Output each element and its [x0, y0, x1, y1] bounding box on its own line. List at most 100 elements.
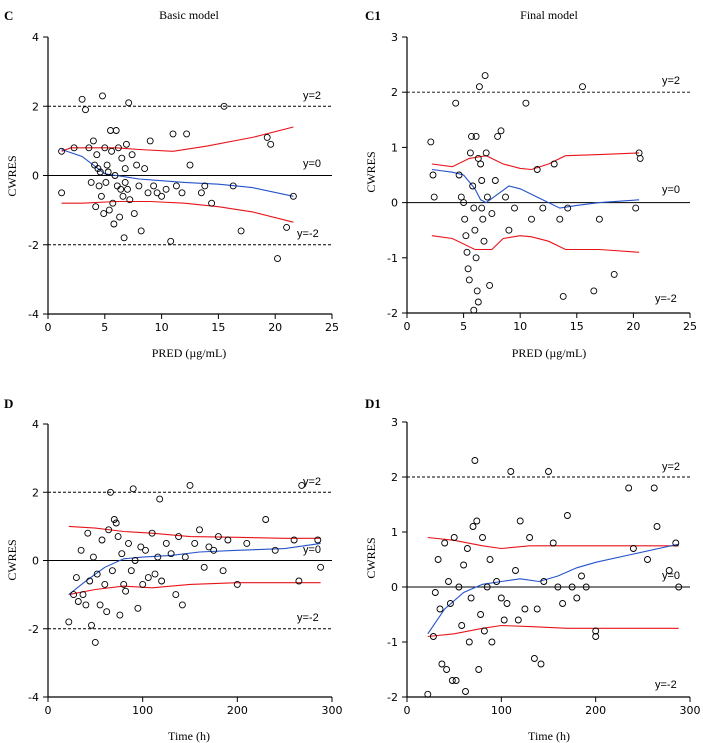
- lower-percentile-line: [61, 200, 294, 223]
- data-point: [96, 168, 104, 176]
- x-tick-label: 0: [404, 320, 411, 333]
- data-point: [99, 92, 106, 100]
- data-point: [479, 534, 486, 541]
- data-point: [550, 160, 558, 168]
- data-point: [89, 137, 97, 145]
- data-point: [95, 182, 103, 190]
- data-point: [85, 144, 93, 152]
- ref-label-y2: y=2: [303, 90, 321, 102]
- data-point: [545, 468, 552, 475]
- data-point: [271, 546, 279, 554]
- data-point: [196, 526, 203, 534]
- median-trend-line: [68, 542, 321, 596]
- y-tick-label: 1: [391, 141, 398, 154]
- data-point: [472, 254, 480, 262]
- ref-label-y0: y=0: [303, 158, 321, 170]
- data-point: [629, 545, 637, 552]
- data-point: [434, 556, 442, 563]
- data-point: [471, 226, 479, 234]
- data-point: [110, 220, 118, 228]
- data-point: [78, 95, 86, 103]
- y-tick-label: 3: [391, 31, 398, 44]
- y-tick-label: -2: [387, 691, 398, 704]
- data-point: [563, 512, 571, 519]
- ref-label-y-2: y=-2: [297, 228, 319, 240]
- data-point: [466, 149, 474, 157]
- ref-label-y0: y=0: [303, 544, 321, 556]
- x-tick-label: 25: [325, 321, 339, 334]
- data-point: [70, 144, 78, 152]
- data-point: [121, 165, 129, 173]
- data-point: [665, 567, 673, 574]
- data-point: [461, 215, 469, 223]
- x-tick-label: 15: [570, 320, 584, 333]
- y-tick-label: 2: [391, 471, 398, 484]
- data-point: [540, 578, 548, 585]
- data-point: [118, 154, 126, 162]
- x-tick-label: 0: [45, 704, 52, 717]
- data-point: [488, 638, 496, 646]
- data-point: [118, 550, 126, 558]
- y-tick-label: -4: [28, 308, 39, 321]
- data-point: [125, 539, 132, 547]
- panel-letter: C: [4, 8, 13, 23]
- data-point: [87, 178, 95, 186]
- data-point: [446, 600, 454, 607]
- data-point: [469, 182, 477, 190]
- x-tick-label: 20: [626, 320, 640, 333]
- ref-label-y-2: y=-2: [297, 612, 319, 624]
- data-point: [530, 655, 538, 662]
- data-point: [142, 546, 149, 554]
- data-point: [93, 151, 101, 159]
- data-point: [448, 677, 456, 684]
- data-point: [112, 127, 120, 134]
- data-point: [104, 168, 112, 176]
- y-tick-label: 1: [391, 526, 398, 539]
- data-point: [148, 529, 156, 537]
- data-point: [467, 594, 475, 602]
- data-point: [556, 215, 564, 223]
- data-point: [463, 248, 471, 256]
- data-point: [317, 563, 325, 571]
- data-point: [480, 627, 488, 635]
- x-tick-label: 10: [513, 320, 527, 333]
- data-point: [214, 533, 222, 541]
- data-point: [84, 529, 92, 537]
- data-point: [430, 193, 438, 201]
- x-tick-label: 15: [211, 321, 225, 334]
- upper-percentile-line: [61, 126, 294, 152]
- y-tick-label: 2: [391, 86, 398, 99]
- data-point: [526, 534, 534, 541]
- data-point: [650, 484, 658, 492]
- data-point: [158, 577, 166, 585]
- data-point: [197, 189, 205, 197]
- data-point: [505, 226, 513, 234]
- data-point: [436, 605, 444, 613]
- ref-label-y-2: y=-2: [655, 679, 677, 691]
- y-tick-label: 4: [32, 31, 39, 44]
- data-point: [210, 546, 218, 554]
- data-point: [144, 574, 152, 582]
- data-point: [289, 192, 297, 200]
- data-point: [511, 204, 518, 212]
- data-point: [107, 127, 114, 134]
- y-tick-label: -1: [387, 636, 398, 649]
- data-point: [295, 577, 303, 585]
- data-point: [109, 199, 117, 207]
- data-point: [578, 572, 585, 580]
- data-point: [644, 556, 651, 563]
- ref-label-y-2: y=-2: [655, 293, 677, 305]
- y-axis-label: CWRES: [5, 539, 19, 580]
- lower-percentile-line: [68, 582, 321, 596]
- data-point: [564, 204, 572, 212]
- data-point: [126, 196, 134, 204]
- data-point: [507, 468, 515, 475]
- data-point: [191, 539, 199, 547]
- data-point: [458, 622, 466, 629]
- data-point: [116, 611, 124, 619]
- data-point: [129, 485, 137, 493]
- data-point: [477, 611, 485, 618]
- ref-label-y0: y=0: [662, 184, 680, 196]
- median-trend-line: [431, 168, 640, 209]
- data-point: [101, 580, 109, 588]
